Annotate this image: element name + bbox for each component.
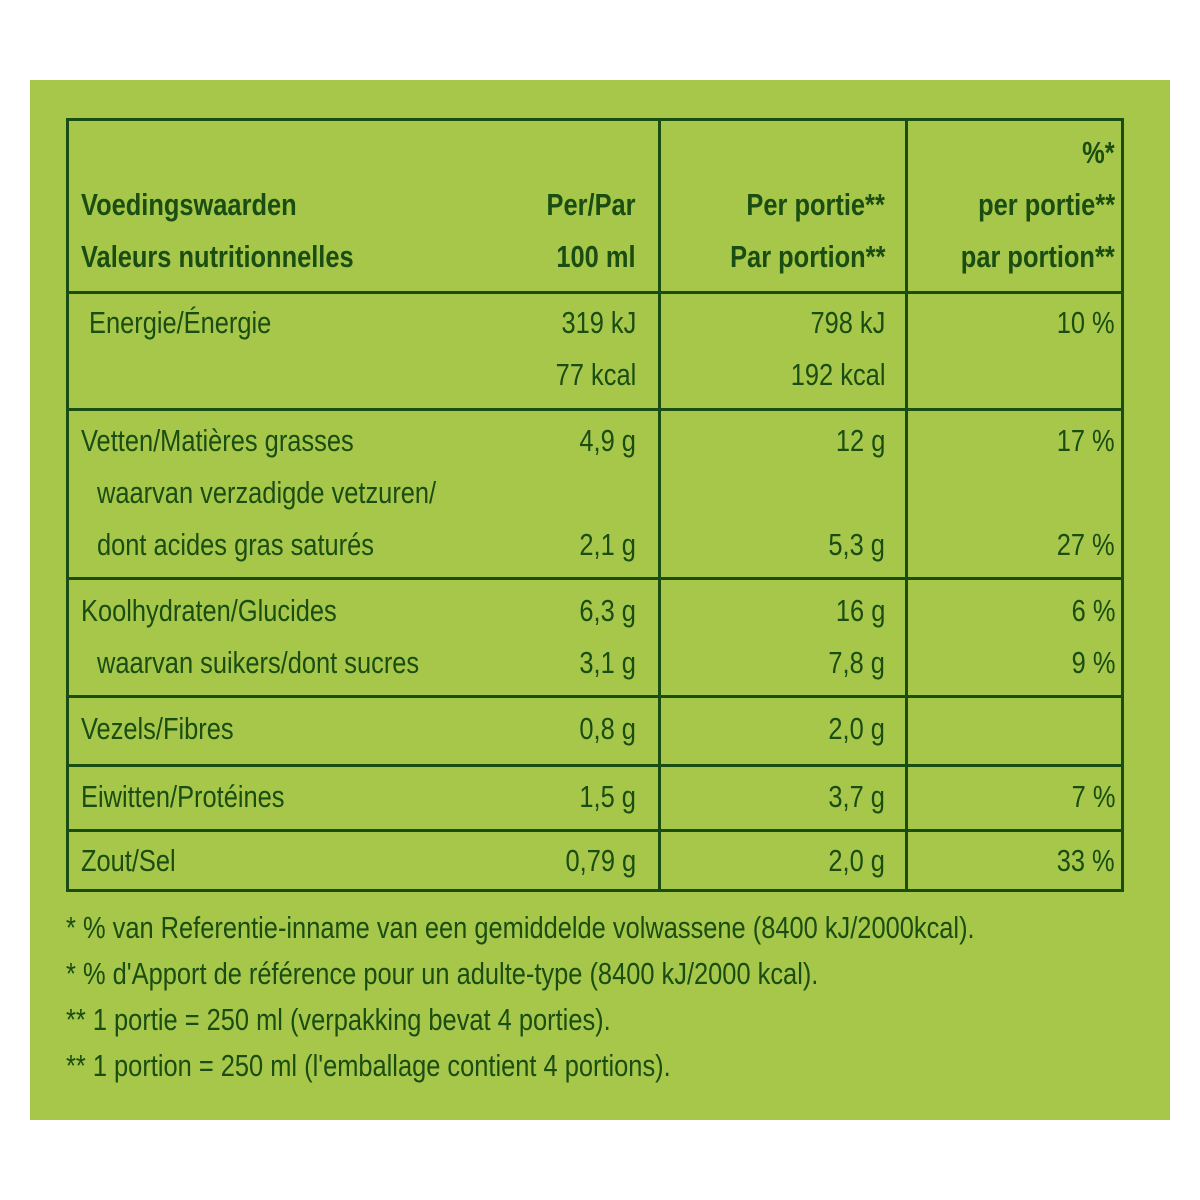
header-per-portion-nl: Per portie** xyxy=(746,187,885,222)
saturates-per100: 2,1 g xyxy=(579,527,636,562)
column-divider xyxy=(658,121,661,889)
fibre-per100: 0,8 g xyxy=(579,711,636,746)
header-per100-line1: Per/Par xyxy=(546,187,636,222)
protein-per100: 1,5 g xyxy=(579,779,636,814)
energy-percent: 10 % xyxy=(1057,305,1115,340)
salt-percent: 33 % xyxy=(1057,843,1115,878)
carbs-per100: 6,3 g xyxy=(579,593,636,628)
row-divider xyxy=(69,577,1121,580)
carbs-label: Koolhydraten/Glucides xyxy=(81,593,337,628)
fat-percent: 17 % xyxy=(1057,423,1115,458)
row-divider xyxy=(69,408,1121,411)
fat-per100: 4,9 g xyxy=(579,423,636,458)
saturates-portion: 5,3 g xyxy=(828,527,885,562)
saturates-label-nl: waarvan verzadigde vetzuren/ xyxy=(97,475,437,510)
header-percent-symbol: %* xyxy=(1082,135,1115,170)
energy-portion-kj: 798 kJ xyxy=(810,305,885,340)
saturates-label-fr: dont acides gras saturés xyxy=(97,527,374,562)
header-nutrients-nl: Voedingswaarden xyxy=(81,187,297,222)
salt-label: Zout/Sel xyxy=(81,843,176,878)
column-divider xyxy=(905,121,908,889)
fat-portion: 12 g xyxy=(835,423,885,458)
carbs-percent: 6 % xyxy=(1071,593,1115,628)
row-divider xyxy=(69,829,1121,832)
row-divider xyxy=(69,291,1121,294)
sugars-per100: 3,1 g xyxy=(579,645,636,680)
sugars-percent: 9 % xyxy=(1071,645,1115,680)
energy-label: Energie/Énergie xyxy=(89,305,272,340)
footnote-reference-intake-nl: * % van Referentie-inname van een gemidd… xyxy=(66,910,975,945)
row-divider xyxy=(69,695,1121,698)
energy-per100-kj: 319 kJ xyxy=(561,305,636,340)
carbs-portion: 16 g xyxy=(835,593,885,628)
sugars-portion: 7,8 g xyxy=(828,645,885,680)
nutrition-label-panel: Voedingswaarden Valeurs nutritionnelles … xyxy=(30,80,1170,1120)
header-percent-per-portie: per portie** xyxy=(977,187,1115,222)
salt-portion: 2,0 g xyxy=(828,843,885,878)
protein-label: Eiwitten/Protéines xyxy=(81,779,285,814)
salt-per100: 0,79 g xyxy=(565,843,636,878)
header-nutrients-fr: Valeurs nutritionnelles xyxy=(81,239,354,274)
fibre-portion: 2,0 g xyxy=(828,711,885,746)
header-per-portion-fr: Par portion** xyxy=(729,239,885,274)
saturates-percent: 27 % xyxy=(1057,527,1115,562)
nutrition-table: Voedingswaarden Valeurs nutritionnelles … xyxy=(66,118,1124,892)
protein-percent: 7 % xyxy=(1071,779,1115,814)
footnote-portion-fr: ** 1 portion = 250 ml (l'emballage conti… xyxy=(66,1048,671,1083)
header-percent-par-portion: par portion** xyxy=(961,239,1115,274)
fibre-label: Vezels/Fibres xyxy=(81,711,234,746)
footnote-reference-intake-fr: * % d'Apport de référence pour un adulte… xyxy=(66,956,819,991)
sugars-label: waarvan suikers/dont sucres xyxy=(97,645,420,680)
footnote-portion-nl: ** 1 portie = 250 ml (verpakking bevat 4… xyxy=(66,1002,611,1037)
fat-label: Vetten/Matières grasses xyxy=(81,423,354,458)
protein-portion: 3,7 g xyxy=(828,779,885,814)
row-divider xyxy=(69,764,1121,767)
energy-portion-kcal: 192 kcal xyxy=(790,357,885,392)
energy-per100-kcal: 77 kcal xyxy=(555,357,636,392)
header-per100-line2: 100 ml xyxy=(556,239,636,274)
